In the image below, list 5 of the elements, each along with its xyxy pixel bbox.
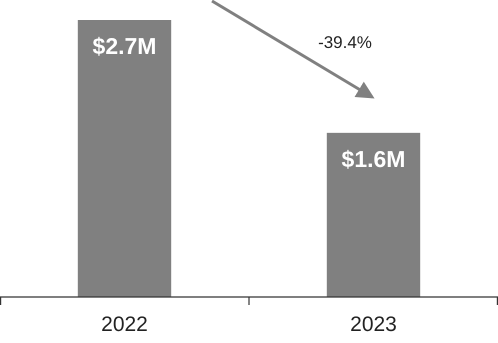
data-label: $2.7M — [92, 33, 156, 59]
data-label: $1.6M — [342, 146, 406, 172]
x-tick-label: 2023 — [350, 313, 397, 336]
x-tick-label: 2022 — [101, 313, 148, 336]
annotation: -39.4% — [318, 33, 372, 52]
